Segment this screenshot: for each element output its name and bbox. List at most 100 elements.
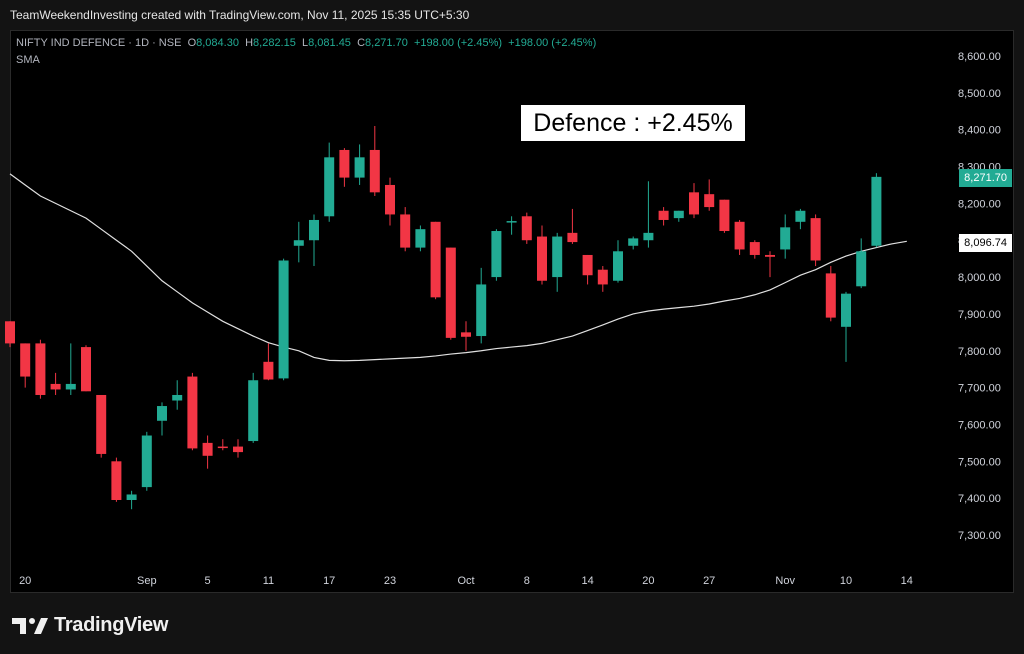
candle-body [643,232,654,241]
candle-body [795,210,806,222]
y-tick-label: 7,300.00 [958,530,1001,542]
candle-body [157,406,167,421]
y-tick-label: 8,400.00 [958,125,1001,137]
candle [643,181,654,248]
candle [628,236,639,250]
candle-body [810,218,821,261]
candle-body [689,192,699,215]
candle-body [20,343,31,377]
credit-text: TeamWeekendInvesting created with Tradin… [10,8,470,22]
candle [172,380,183,410]
candle-body [613,251,623,281]
candle-body [141,435,152,488]
candle-body [415,229,426,248]
candle [217,439,228,451]
y-tick-label: 7,500.00 [958,456,1001,468]
candle-body [248,380,259,442]
legend-high-value: 8,282.15 [253,37,296,49]
candle [339,148,350,187]
candle [749,240,760,259]
candle [263,343,274,381]
candle [81,345,91,392]
candle [673,210,684,222]
sma-legend[interactable]: SMA [16,54,40,66]
sma-price-tag: 8,096.74 [959,234,1012,252]
candle-body [567,232,578,243]
candle [309,214,319,267]
legend-open-value: 8,084.30 [196,37,239,49]
x-tick-label: Oct [457,575,474,587]
candle-body [50,383,61,390]
candle-body [491,231,502,278]
x-axis: 20 Sep 5 11 17 23 Oct 8 14 20 27 Nov 10 14 [19,575,913,587]
candle-layer [5,126,882,510]
y-tick-label: 7,800.00 [958,346,1001,358]
candle [582,254,593,285]
candle-body [719,199,730,232]
candle [658,207,669,226]
candle-body [734,221,745,250]
candle [795,208,806,230]
x-tick-label: 20 [19,575,31,587]
candle [111,457,122,502]
x-tick-label: 20 [642,575,654,587]
candle-body [5,321,15,344]
candle-body [81,347,91,392]
candle [65,343,76,395]
candle-body [339,149,350,178]
brand-name: TradingView [54,614,169,636]
annotation-box: Defence : +2.45% [521,105,745,141]
candle [856,238,867,289]
x-tick-label: 14 [581,575,593,587]
candle [126,490,137,510]
candle-body [704,194,715,208]
y-tick-label: 7,700.00 [958,383,1001,395]
tradingview-logo[interactable]: TradingView [12,614,168,637]
candle-body [354,157,365,178]
top-bar: TeamWeekendInvesting created with Tradin… [0,0,1024,30]
candle-body [430,221,441,298]
candle-body [673,210,684,219]
candle-body [233,446,243,453]
candle-body [293,240,304,246]
candle [537,225,547,285]
candle [476,267,487,344]
x-tick-label: Sep [137,575,157,587]
candle-body [111,461,122,500]
y-tick-label: 7,600.00 [958,419,1001,431]
candle [20,343,31,388]
candle [233,439,243,458]
candle [825,266,836,322]
candle-body [506,221,517,223]
candle-body [385,184,395,215]
candle [324,142,335,222]
candle-body [96,394,107,454]
y-tick-label: 8,500.00 [958,88,1001,100]
tradingview-logo-icon [12,617,48,634]
candle-body [202,442,213,456]
y-tick-label: 7,400.00 [958,493,1001,505]
candle [5,321,15,348]
candle [613,240,623,283]
candle-body [324,157,335,217]
candle-body [476,284,487,337]
candle-body [841,293,851,327]
candle-body [765,254,775,257]
x-tick-label: 5 [205,575,211,587]
x-tick-label: 11 [263,575,274,587]
candle-body [461,332,471,337]
candle [415,225,426,252]
candle [841,291,851,362]
candle [689,183,699,219]
y-tick-label: 7,900.00 [958,309,1001,321]
candle [50,372,61,395]
candle [369,126,380,197]
candle [461,321,471,351]
candle [202,435,213,469]
candle-body [187,376,198,449]
x-tick-label: 23 [384,575,396,587]
candle-body [172,394,183,401]
legend-high-label: H [245,37,254,49]
candle-body [35,343,46,395]
